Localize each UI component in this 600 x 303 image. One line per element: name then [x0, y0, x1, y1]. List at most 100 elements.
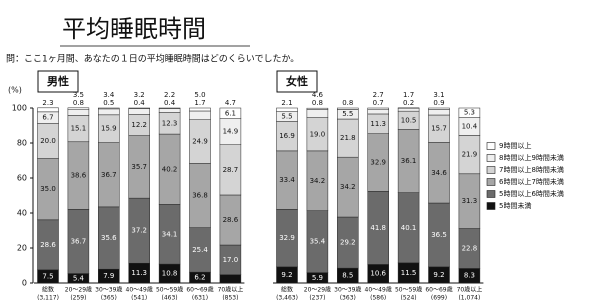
- x-tick-label: 70歳以上: [457, 286, 483, 294]
- value-label: 31.3: [462, 197, 478, 205]
- x-tick-label: 総数: [42, 286, 54, 294]
- subtitle: 問：ここ1ヶ月間、あなたの１日の平均睡眠時間はどのくらいでしたか。: [6, 53, 299, 65]
- y-tick-label: 20: [17, 244, 27, 253]
- value-label: 3.5: [73, 91, 84, 99]
- value-label: 6.1: [225, 109, 236, 117]
- value-label: 35.0: [40, 185, 56, 193]
- value-label: 14.9: [223, 128, 239, 136]
- legend-swatch: [486, 154, 496, 162]
- value-label: 32.9: [279, 234, 295, 242]
- bar-segment: [67, 108, 90, 116]
- sample-size: (699): [431, 295, 447, 302]
- bar-segment: [158, 107, 181, 109]
- value-label: 1.7: [403, 91, 414, 99]
- bar-segment: [306, 109, 329, 118]
- value-label: 5.5: [281, 112, 292, 120]
- sample-size: (541): [131, 295, 147, 302]
- x-tick-label: 30～39歳: [95, 286, 122, 294]
- value-label: 1.7: [194, 99, 205, 107]
- legend-label: 6時間以上7時間未満: [499, 177, 564, 186]
- legend-label: 8時間以上9時間未満: [499, 153, 564, 162]
- value-label: 40.2: [162, 165, 178, 173]
- x-tick-label: 30～39歳: [334, 286, 361, 294]
- bar-segment: [67, 107, 90, 110]
- value-label: 0.9: [433, 99, 444, 107]
- value-label: 2.7: [373, 91, 384, 99]
- value-label: 11.5: [401, 269, 417, 277]
- x-tick-label: 20～29歳: [65, 286, 92, 294]
- value-label: 35.6: [101, 234, 117, 242]
- bar-segment: [428, 109, 450, 116]
- value-label: 19.0: [310, 130, 326, 138]
- y-tick-label: 60: [17, 174, 27, 183]
- value-label: 37.2: [131, 227, 147, 235]
- value-label: 2.1: [281, 99, 292, 107]
- value-label: 36.5: [431, 231, 447, 239]
- sample-size: (631): [192, 295, 208, 302]
- bar-segment: [98, 107, 120, 110]
- sample-size: (524): [401, 295, 417, 302]
- value-label: 36.8: [192, 192, 208, 200]
- value-label: 3.1: [433, 91, 444, 99]
- legend-label: 7時間以上8時間未満: [499, 165, 564, 174]
- bar-segment: [367, 108, 389, 115]
- value-label: 10.5: [401, 116, 417, 124]
- value-label: 28.7: [223, 166, 239, 174]
- y-tick-label: 0: [22, 279, 27, 288]
- value-label: 21.9: [462, 151, 478, 159]
- value-label: 0.8: [342, 99, 353, 107]
- x-tick-label: 50～59歳: [395, 286, 422, 294]
- value-label: 0.5: [103, 99, 114, 107]
- value-label: 25.4: [192, 246, 208, 254]
- x-tick-label: 総数: [281, 286, 293, 294]
- bar-segment: [397, 107, 420, 112]
- y-axis-label: (%): [8, 86, 22, 95]
- value-label: 10.6: [370, 270, 386, 278]
- bar-segment: [98, 108, 120, 116]
- value-label: 34.6: [431, 169, 447, 177]
- legend-swatch: [486, 142, 496, 150]
- y-tick-label: 80: [17, 139, 27, 148]
- value-label: 41.8: [370, 224, 386, 232]
- value-label: 7.9: [103, 272, 114, 280]
- x-tick-label: 70歳以上: [218, 286, 244, 294]
- x-tick-label: 60～69歳: [425, 286, 452, 294]
- bar-segment: [337, 107, 359, 110]
- x-tick-label: 40～49歳: [126, 286, 153, 294]
- value-label: 36.1: [401, 157, 417, 165]
- panel-box: [37, 70, 79, 93]
- value-label: 32.9: [370, 159, 386, 167]
- value-label: 0.8: [73, 99, 84, 107]
- value-label: 24.9: [192, 138, 208, 146]
- value-label: 34.1: [162, 230, 178, 238]
- x-tick-label: 50～59歳: [156, 286, 183, 294]
- legend-swatch: [486, 178, 496, 186]
- value-label: 17.0: [223, 256, 239, 264]
- sample-size: (237): [309, 295, 325, 302]
- value-label: 29.2: [340, 239, 356, 247]
- sample-size: (1,074): [458, 295, 480, 302]
- legend-swatch: [486, 202, 496, 210]
- bar-segment: [189, 107, 211, 112]
- value-label: 9.2: [433, 271, 444, 279]
- legend-swatch: [486, 190, 496, 198]
- bar-segment: [306, 107, 329, 110]
- value-label: 15.9: [101, 125, 117, 133]
- bar-segment: [128, 108, 150, 115]
- value-label: 5.3: [464, 109, 475, 117]
- y-tick-label: 40: [17, 209, 27, 218]
- value-label: 28.6: [223, 216, 239, 224]
- sample-size: (365): [101, 295, 117, 302]
- value-label: 3.4: [103, 91, 115, 99]
- value-label: 21.8: [340, 134, 356, 142]
- value-label: 9.2: [281, 271, 292, 279]
- sample-size: (363): [340, 295, 356, 302]
- chart-title: 平均睡眠時間: [62, 15, 206, 43]
- value-label: 28.6: [40, 241, 56, 249]
- bar-segment: [37, 107, 59, 113]
- value-label: 6.2: [194, 274, 205, 282]
- value-label: 8.3: [464, 272, 475, 280]
- value-label: 5.0: [194, 91, 205, 99]
- bar-segment: [219, 107, 242, 119]
